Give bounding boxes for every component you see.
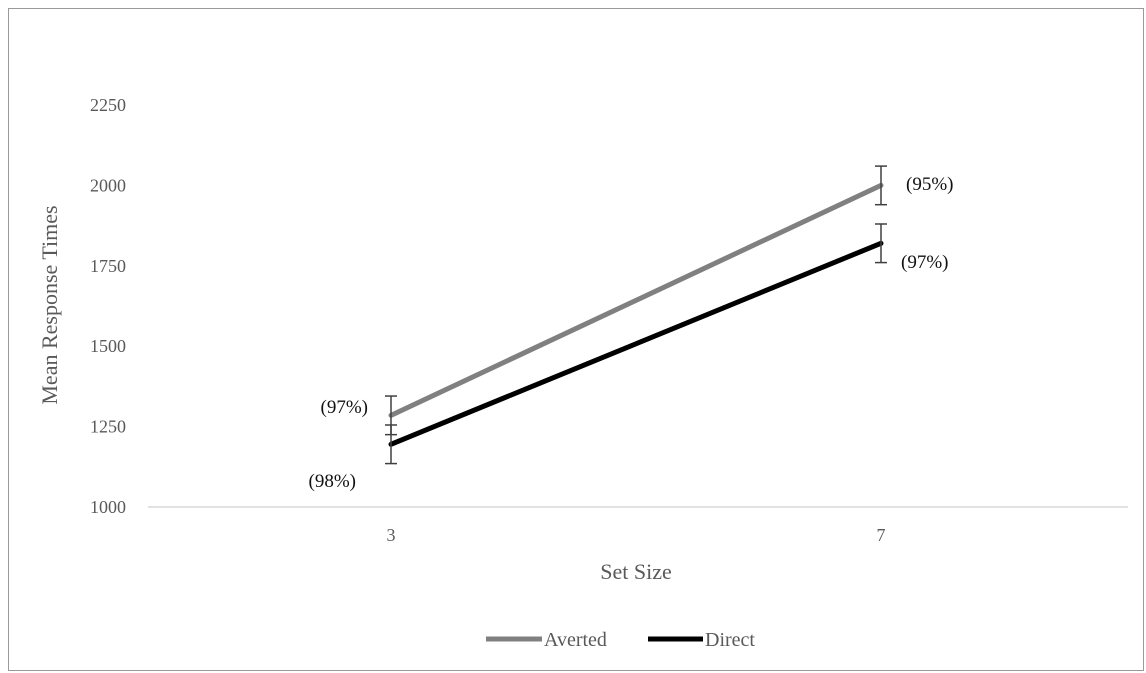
series-layer	[385, 165, 887, 465]
y-tick-label: 1000	[90, 497, 126, 517]
legend-label-averted: Averted	[544, 629, 607, 651]
data-label: (95%)	[906, 174, 953, 195]
x-tick-label: 3	[387, 525, 396, 545]
y-tick-label: 1500	[90, 336, 126, 356]
error-bar	[875, 165, 887, 206]
y-tick-label: 2000	[90, 175, 126, 195]
y-tick-label: 1750	[90, 256, 126, 276]
y-tick-label: 1250	[90, 417, 126, 437]
x-axis-title: Set Size	[600, 559, 672, 584]
data-label: (97%)	[321, 397, 368, 418]
chart-frame	[8, 8, 1144, 671]
y-axis-ticks: 1000 1250 1500 1750 2000 2250	[90, 95, 126, 517]
error-bar	[875, 223, 887, 264]
series-line-direct	[388, 240, 884, 447]
y-tick-label: 2250	[90, 95, 126, 115]
y-axis-title: Mean Response Times	[37, 205, 62, 404]
data-label: (98%)	[309, 471, 356, 492]
data-label: (97%)	[901, 252, 948, 273]
annotations-layer: (97%) (95%) (98%) (97%)	[309, 174, 954, 492]
x-tick-label: 7	[877, 525, 886, 545]
series-line-averted	[388, 182, 884, 418]
legend-label-direct: Direct	[705, 629, 755, 651]
legend: Averted Direct	[486, 629, 755, 651]
error-bar	[385, 424, 397, 465]
